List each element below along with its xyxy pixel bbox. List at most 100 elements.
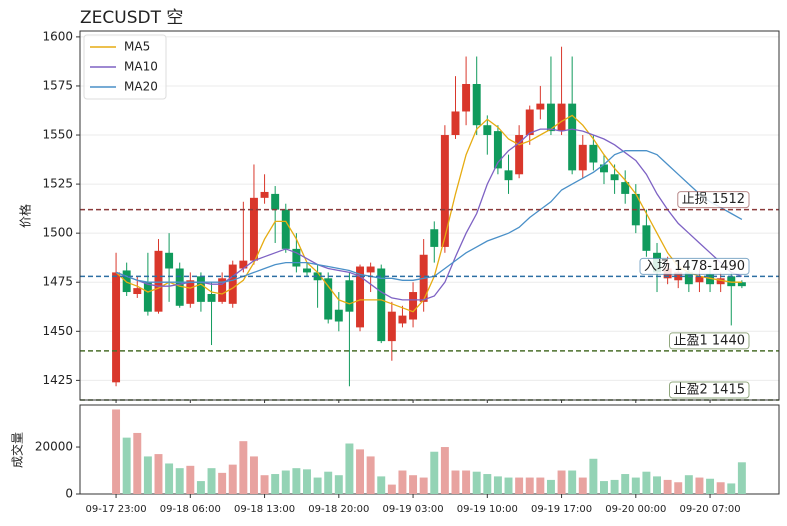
price-frame <box>79 30 780 401</box>
volume-bar <box>504 477 513 494</box>
y-tick-label: 1425 <box>42 373 73 387</box>
candle-body <box>610 174 619 181</box>
candle-body <box>462 83 471 112</box>
volume-bar <box>663 479 672 494</box>
legend-label: MA20 <box>124 80 158 94</box>
candle-body <box>398 315 407 324</box>
candle-body <box>345 280 354 312</box>
volume-bar <box>515 477 524 494</box>
volume-bar <box>249 456 258 494</box>
volume-bar <box>419 477 428 494</box>
candle-body <box>695 276 704 283</box>
candle-body <box>504 170 513 181</box>
volume-frame <box>79 404 780 495</box>
volume-bar <box>430 451 439 494</box>
candle-body <box>706 274 715 285</box>
candle-body <box>303 268 311 273</box>
volume-bar <box>727 483 736 494</box>
candle-body <box>430 229 439 247</box>
x-tick-label: 09-17 23:00 <box>86 504 147 515</box>
volume-bar <box>196 481 205 494</box>
candle-body <box>674 272 683 281</box>
candle-body <box>727 276 736 287</box>
volume-bar <box>578 477 587 494</box>
candle-body <box>165 252 174 269</box>
y-axis-label: 价格 <box>18 204 33 228</box>
candle-body <box>271 193 280 210</box>
candle-body <box>207 294 216 302</box>
y-tick-label: 1475 <box>42 275 73 289</box>
volume-bar <box>483 474 492 494</box>
chart-title: ZECUSDT 空 <box>80 8 183 28</box>
candle-body <box>525 109 534 136</box>
volume-bar <box>165 463 174 494</box>
candle-body <box>324 278 333 320</box>
level-label-box <box>639 257 750 275</box>
volume-bar <box>621 474 630 494</box>
candle-body <box>249 197 258 261</box>
x-tick-label: 09-20 07:00 <box>680 504 741 515</box>
volume-bar <box>345 443 354 494</box>
level-label-box <box>669 332 750 350</box>
volume-bar <box>451 470 460 494</box>
candle-body <box>483 125 492 136</box>
volume-bar <box>440 447 449 494</box>
candle-body <box>546 103 555 132</box>
candle-body <box>313 272 322 281</box>
x-tick-label: 09-18 13:00 <box>234 504 295 515</box>
candle-body <box>112 272 121 383</box>
level-label-box <box>677 191 750 209</box>
volume-bar <box>239 441 248 494</box>
volume-bar <box>377 476 386 494</box>
volume-bar <box>684 475 693 494</box>
candle-body <box>515 135 524 175</box>
candle-body <box>568 103 577 171</box>
volume-bar <box>356 449 365 494</box>
volume-bar <box>653 476 661 494</box>
y-tick-label: 1550 <box>42 128 73 142</box>
volume-bar <box>260 475 269 494</box>
volume-bar <box>546 479 555 494</box>
y-tick-label: 0 <box>65 487 73 501</box>
volume-bar <box>610 479 619 494</box>
candle-body <box>557 103 566 132</box>
y-axis-label: 成交量 <box>10 432 25 468</box>
volume-bar <box>409 475 418 494</box>
volume-bar <box>716 482 725 494</box>
candle-body <box>578 144 587 171</box>
candle-body <box>472 83 481 126</box>
candle-body <box>621 182 630 194</box>
volume-bar <box>143 456 152 494</box>
candle-body <box>589 144 598 163</box>
candle-body <box>409 292 418 320</box>
candle-body <box>218 278 227 302</box>
level-label: 入场 1478-1490 <box>644 259 745 274</box>
candle-body <box>737 282 746 287</box>
x-tick-label: 09-20 00:00 <box>605 504 666 515</box>
y-tick-label: 1600 <box>42 29 73 43</box>
volume-bar <box>154 454 163 494</box>
volume-bar <box>600 481 608 494</box>
volume-bar <box>589 458 598 494</box>
volume-bar <box>462 470 471 494</box>
volume-bar <box>557 470 566 494</box>
candle-body <box>356 266 365 328</box>
candle-body <box>377 268 386 342</box>
legend-label: MA5 <box>124 40 150 54</box>
volume-bar <box>695 477 704 494</box>
volume-bar <box>525 477 534 494</box>
volume-bar <box>493 476 502 494</box>
volume-bar <box>207 468 216 494</box>
x-tick-label: 09-19 17:00 <box>531 504 592 515</box>
x-tick-label: 09-18 06:00 <box>160 504 221 515</box>
level-label: 止盈1 1440 <box>674 333 746 348</box>
candle-body <box>716 278 725 285</box>
ma-line <box>115 150 743 283</box>
legend-label: MA10 <box>124 60 158 74</box>
candle-body <box>122 270 131 293</box>
candle-body <box>281 209 290 249</box>
volume-bar <box>271 474 280 494</box>
volume-bar <box>218 472 227 494</box>
volume-bar <box>303 469 311 494</box>
candle-body <box>175 268 184 306</box>
